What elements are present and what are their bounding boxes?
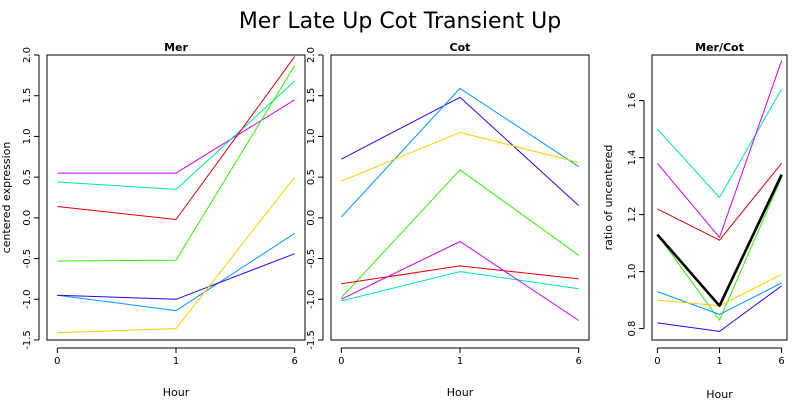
x-tick-label: 0 (54, 356, 60, 367)
series-line-2 (57, 80, 296, 190)
y-tick-label: 0.8 (627, 321, 638, 337)
series-line-4 (340, 169, 579, 299)
y-tick-label: -0.5 (306, 249, 317, 269)
series-line-1 (57, 99, 295, 174)
panel-title: Mer (164, 41, 188, 54)
y-tick-label: -0.5 (22, 249, 33, 269)
series-line-7 (657, 285, 782, 332)
y-tick-label: 0.0 (22, 210, 33, 226)
series-line-2 (657, 60, 783, 238)
y-tick-label: -1.0 (22, 290, 33, 310)
chart-panels: Mer 0 1 6 -1.5 -1.0 -0.5 0.0 0.5 1.0 1.5 2.0 Hour cen… (0, 41, 788, 400)
x-tick-label: 6 (778, 356, 784, 367)
y-tick-label: 2.0 (22, 47, 33, 63)
panel-2: Cot 0 1 6 -1.5 -1.0 -0.5 0.0 0.5 1.0 1.5 2.0 Hour (306, 41, 590, 399)
series-line-6 (341, 271, 579, 302)
series-line-4 (656, 177, 783, 321)
series-line-7 (341, 241, 579, 321)
plot-frame (651, 54, 788, 341)
series-line-7 (57, 176, 296, 334)
series-line-6 (657, 273, 782, 307)
y-axis-label: ratio of uncentered (602, 145, 615, 251)
series-line-3 (657, 162, 782, 241)
series-line-4 (57, 65, 296, 262)
y-tick-label: 1.5 (306, 88, 317, 104)
series-line-5 (657, 282, 782, 315)
y-tick-label: -1.5 (306, 330, 317, 350)
x-tick-label: 0 (654, 356, 660, 367)
series-line-6 (57, 253, 295, 300)
panel-title: Cot (450, 41, 471, 54)
y-tick-label: 1.2 (627, 207, 638, 223)
y-tick-label: 2.0 (306, 47, 317, 63)
x-axis-label: Hour (163, 386, 190, 399)
series-line-5 (341, 265, 579, 285)
y-tick-label: 0.5 (306, 169, 317, 185)
series-line-mean (656, 174, 783, 308)
y-tick-label: 1.0 (22, 128, 33, 144)
x-tick-label: 1 (716, 356, 722, 367)
y-tick-label: 1.0 (306, 128, 317, 144)
x-tick-label: 6 (575, 356, 581, 367)
y-tick-label: -1.5 (22, 330, 33, 350)
series-line-3 (341, 131, 579, 182)
x-tick-label: 1 (173, 356, 179, 367)
y-tick-label: 0.5 (22, 169, 33, 185)
series-line-1 (341, 96, 580, 206)
x-tick-label: 0 (338, 356, 344, 367)
plot-frame (46, 54, 306, 341)
series-line-2 (340, 87, 579, 218)
panel-title: Mer/Cot (695, 41, 744, 54)
plot-frame (330, 54, 590, 341)
x-tick-label: 6 (291, 356, 297, 367)
y-tick-label: 1.4 (627, 150, 638, 166)
x-axis-label: Hour (447, 386, 474, 399)
series-line-1 (657, 88, 783, 198)
y-tick-label: -1.0 (306, 290, 317, 310)
y-tick-label: 1.6 (627, 93, 638, 109)
panel-1: Mer 0 1 6 -1.5 -1.0 -0.5 0.0 0.5 1.0 1.5 2.0 Hour cen… (0, 41, 306, 399)
y-tick-label: 1.5 (22, 88, 33, 104)
y-tick-label: 1.0 (627, 264, 638, 280)
y-axis-label: centered expression (0, 142, 13, 254)
figure-title: Mer Late Up Cot Transient Up (239, 9, 561, 34)
y-tick-label: 0.0 (306, 210, 317, 226)
series-line-3 (57, 56, 296, 220)
x-axis-label: Hour (706, 388, 733, 400)
series-line-5 (57, 232, 295, 312)
x-tick-label: 1 (457, 356, 463, 367)
panel-3: Mer/Cot 0 1 6 0.8 1.0 1.2 1.4 1.6 Hour ratio of un… (602, 41, 788, 400)
